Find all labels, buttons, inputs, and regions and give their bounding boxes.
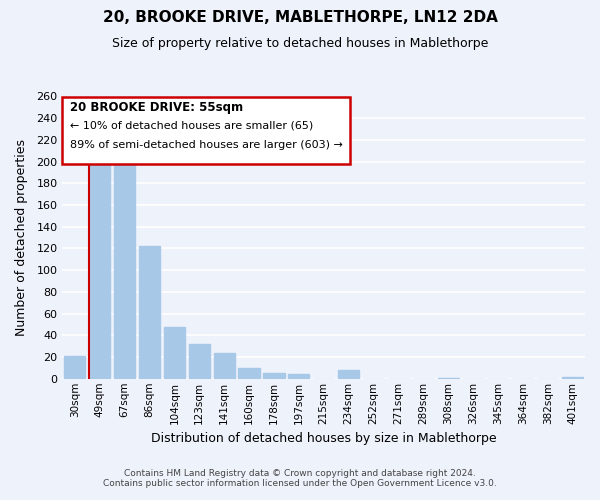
X-axis label: Distribution of detached houses by size in Mablethorpe: Distribution of detached houses by size … bbox=[151, 432, 497, 445]
Text: Contains public sector information licensed under the Open Government Licence v3: Contains public sector information licen… bbox=[103, 478, 497, 488]
Bar bbox=[263, 374, 284, 379]
Bar bbox=[164, 326, 185, 379]
Text: Contains HM Land Registry data © Crown copyright and database right 2024.: Contains HM Land Registry data © Crown c… bbox=[124, 468, 476, 477]
Bar bbox=[238, 368, 260, 379]
Text: 89% of semi-detached houses are larger (603) →: 89% of semi-detached houses are larger (… bbox=[70, 140, 343, 150]
Text: 20 BROOKE DRIVE: 55sqm: 20 BROOKE DRIVE: 55sqm bbox=[70, 100, 243, 114]
Bar bbox=[114, 148, 135, 379]
Bar bbox=[562, 376, 583, 379]
Text: Size of property relative to detached houses in Mablethorpe: Size of property relative to detached ho… bbox=[112, 38, 488, 51]
Text: 20, BROOKE DRIVE, MABLETHORPE, LN12 2DA: 20, BROOKE DRIVE, MABLETHORPE, LN12 2DA bbox=[103, 10, 497, 25]
Text: ← 10% of detached houses are smaller (65): ← 10% of detached houses are smaller (65… bbox=[70, 120, 313, 130]
Bar bbox=[437, 378, 459, 379]
Bar bbox=[89, 162, 110, 379]
Bar bbox=[338, 370, 359, 379]
Bar bbox=[214, 352, 235, 379]
Bar bbox=[288, 374, 310, 379]
Bar bbox=[189, 344, 210, 379]
Bar bbox=[64, 356, 85, 379]
Bar bbox=[139, 246, 160, 379]
Y-axis label: Number of detached properties: Number of detached properties bbox=[15, 139, 28, 336]
